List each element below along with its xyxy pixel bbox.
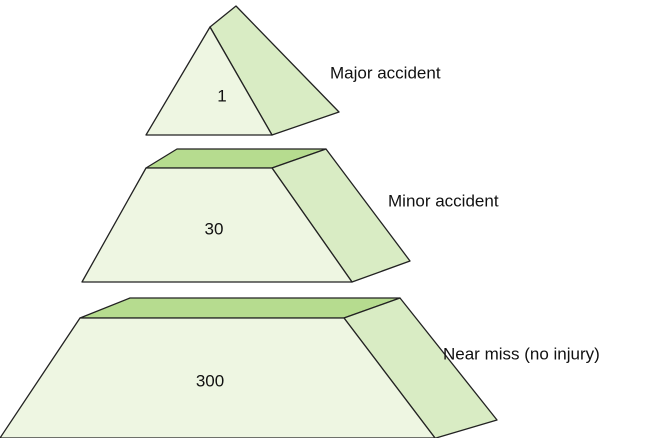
- accident-pyramid: 1 Major accident 30 Minor accident 300 N…: [0, 0, 651, 438]
- level-value: 1: [217, 86, 226, 105]
- level-value: 30: [205, 219, 224, 238]
- level-label: Major accident: [330, 63, 441, 82]
- pyramid-level-bottom: 300 Near miss (no injury): [0, 298, 600, 438]
- pyramid-level-top: 1 Major accident: [146, 6, 441, 135]
- level-label: Near miss (no injury): [443, 344, 600, 363]
- level-label: Minor accident: [388, 191, 499, 210]
- pyramid-level-middle: 30 Minor accident: [82, 149, 499, 282]
- level-value: 300: [196, 371, 224, 390]
